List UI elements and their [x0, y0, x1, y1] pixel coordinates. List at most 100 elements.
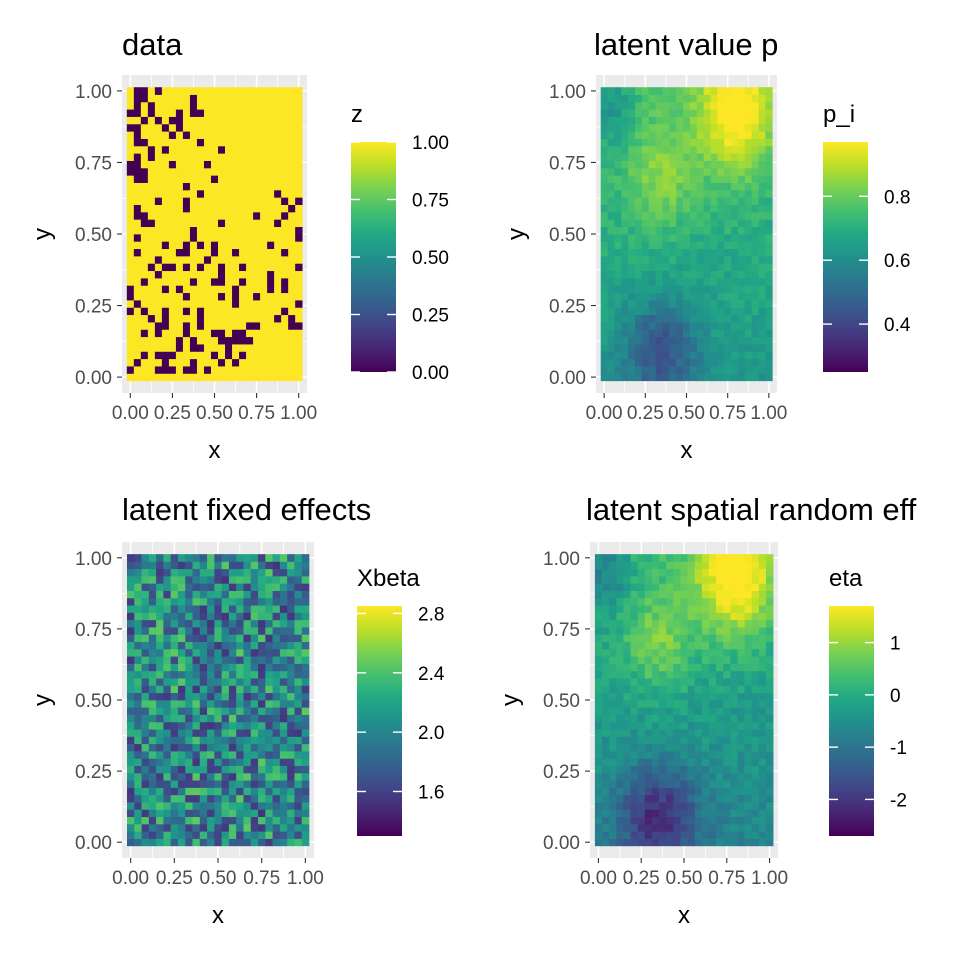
heatmap-tile: [260, 219, 268, 228]
heatmap-tile: [232, 278, 240, 286]
heatmap-tile: [730, 568, 738, 577]
heatmap-tile: [710, 226, 718, 235]
heatmap-tile: [288, 344, 296, 352]
heatmap-tile: [644, 561, 653, 570]
heatmap-tile: [154, 256, 163, 264]
heatmap-tile: [717, 94, 725, 103]
heatmap-tile: [666, 576, 674, 584]
heatmap-tile: [258, 765, 266, 774]
heatmap-tile: [694, 714, 703, 723]
heatmap-tile: [600, 373, 608, 382]
heatmap-tile: [731, 131, 739, 139]
heatmap-tile: [163, 780, 172, 788]
heatmap-tile: [250, 678, 259, 686]
heatmap-tile: [765, 729, 774, 737]
heatmap-tile: [701, 700, 710, 708]
heatmap-tile: [737, 641, 745, 650]
heatmap-tile: [637, 692, 646, 701]
heatmap-tile: [644, 707, 653, 715]
heatmap-tile: [189, 219, 198, 228]
x-tick-label: 0.75: [238, 403, 275, 424]
heatmap-tile: [628, 366, 636, 374]
heatmap-tile: [655, 175, 663, 183]
heatmap-tile: [765, 700, 774, 708]
heatmap-tile: [751, 314, 759, 323]
heatmap-tile: [140, 292, 149, 301]
heatmap-tile: [133, 314, 142, 323]
heatmap-tile: [265, 787, 273, 796]
heatmap-tile: [287, 823, 295, 832]
heatmap-tile: [279, 765, 288, 774]
heatmap-tile: [765, 256, 773, 264]
heatmap-tile: [148, 823, 157, 832]
heatmap-tile: [744, 721, 753, 730]
heatmap-tile: [288, 182, 296, 191]
x-tick-label: 0.25: [623, 868, 660, 889]
heatmap-tile: [141, 561, 150, 570]
heatmap-tile: [221, 736, 230, 745]
heatmap-tile: [765, 123, 773, 132]
heatmap-tile: [669, 234, 677, 242]
heatmap-tile: [253, 270, 261, 279]
heatmap-tile: [279, 605, 288, 613]
heatmap-tile: [239, 197, 247, 205]
heatmap-tile: [295, 358, 303, 367]
heatmap-tile: [141, 714, 150, 723]
heatmap-tile: [724, 358, 732, 367]
heatmap-tile: [126, 87, 135, 95]
heatmap-tile: [221, 663, 230, 672]
heatmap-tile: [272, 583, 281, 591]
heatmap-tile: [161, 344, 170, 352]
heatmap-tile: [600, 278, 608, 286]
heatmap-tile: [258, 707, 266, 715]
heatmap-tile: [751, 336, 759, 345]
heatmap-tile: [218, 211, 226, 220]
heatmap-tile: [669, 153, 677, 161]
heatmap-tile: [250, 700, 259, 708]
heatmap-tile: [716, 802, 724, 810]
heatmap-tile: [265, 583, 273, 591]
heatmap-tile: [154, 292, 163, 301]
heatmap-tile: [168, 211, 177, 220]
heatmap-tile: [630, 714, 639, 723]
heatmap-tile: [168, 248, 177, 257]
heatmap-tile: [168, 175, 177, 183]
heatmap-tile: [148, 780, 157, 788]
heatmap-tile: [659, 838, 667, 847]
heatmap-tile: [644, 780, 653, 788]
heatmap-tile: [594, 794, 603, 803]
heatmap-tile: [758, 219, 766, 228]
heatmap-tile: [260, 109, 268, 117]
heatmap-tile: [133, 270, 142, 279]
heatmap-tile: [744, 131, 753, 139]
heatmap-tile: [126, 292, 135, 301]
heatmap-tile: [214, 678, 222, 686]
heatmap-tile: [744, 116, 753, 125]
heatmap-tile: [199, 561, 208, 570]
heatmap-tile: [199, 721, 208, 730]
heatmap-tile: [287, 678, 295, 686]
heatmap-tile: [228, 568, 237, 577]
heatmap-tile: [666, 583, 674, 591]
heatmap-tile: [716, 619, 724, 628]
heatmap-tile: [301, 670, 310, 679]
heatmap-tile: [196, 248, 205, 257]
heatmap-tile: [662, 226, 670, 235]
heatmap-tile: [676, 138, 684, 147]
heatmap-tile: [288, 336, 296, 345]
heatmap-tile: [710, 344, 718, 352]
y-tick-label: 0.00: [543, 833, 580, 854]
heatmap-tile: [666, 816, 674, 825]
heatmap-tile: [134, 707, 142, 715]
heatmap-tile: [175, 197, 184, 205]
heatmap-tile: [765, 692, 774, 701]
heatmap-tile: [141, 758, 150, 766]
heatmap-tile: [170, 787, 179, 796]
heatmap-tile: [630, 605, 639, 613]
heatmap-tile: [737, 153, 746, 161]
heatmap-tile: [147, 336, 156, 345]
heatmap-tile: [744, 700, 753, 708]
colorbar-tick-label: 0.4: [884, 315, 911, 336]
heatmap-tile: [723, 787, 731, 796]
heatmap-tile: [703, 329, 711, 338]
